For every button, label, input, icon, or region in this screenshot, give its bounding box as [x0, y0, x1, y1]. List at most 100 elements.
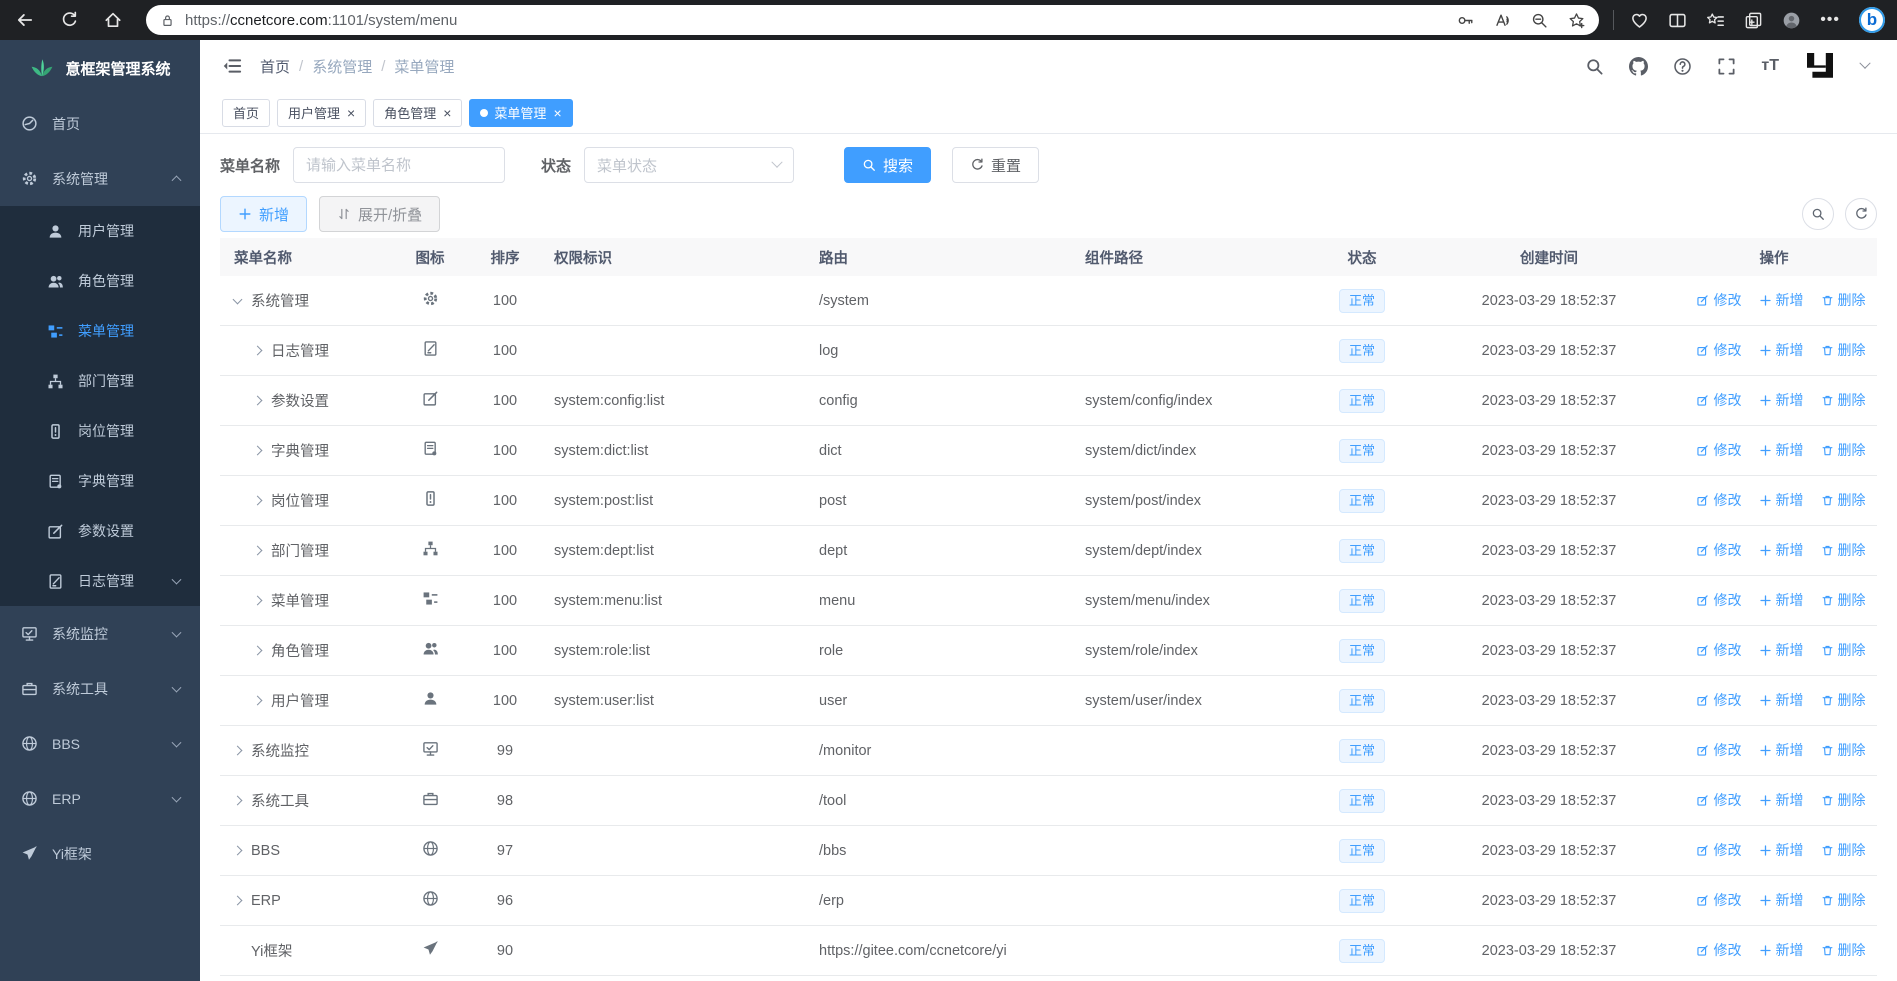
browser-home-icon[interactable] [102, 9, 124, 31]
user-avatar[interactable] [1804, 50, 1836, 82]
bing-chat-icon[interactable]: b [1859, 7, 1885, 33]
delete-row-button[interactable]: 删除 [1821, 340, 1866, 360]
add-row-button[interactable]: 新增 [1759, 940, 1804, 960]
add-row-button[interactable]: 新增 [1759, 390, 1804, 410]
fullscreen-icon[interactable] [1717, 57, 1736, 76]
expand-chevron-icon[interactable] [252, 445, 263, 456]
collections-icon[interactable] [1744, 11, 1763, 30]
delete-row-button[interactable]: 删除 [1821, 440, 1866, 460]
github-icon[interactable] [1629, 57, 1648, 76]
close-tab-icon[interactable]: × [347, 104, 356, 121]
zoom-out-icon[interactable] [1531, 12, 1548, 29]
expand-chevron-icon[interactable] [252, 545, 263, 556]
delete-row-button[interactable]: 删除 [1821, 390, 1866, 410]
add-row-button[interactable]: 新增 [1759, 540, 1804, 560]
edit-row-button[interactable]: 修改 [1696, 690, 1741, 710]
sidebar-item-yi[interactable]: Yi框架 [0, 826, 200, 881]
edit-row-button[interactable]: 修改 [1696, 890, 1741, 910]
add-row-button[interactable]: 新增 [1759, 790, 1804, 810]
close-tab-icon[interactable]: × [553, 104, 562, 121]
expand-chevron-icon[interactable] [232, 795, 243, 806]
address-bar[interactable]: https://ccnetcore.com:1101/system/menu [146, 5, 1600, 35]
tab-role[interactable]: 角色管理 × [373, 98, 463, 127]
delete-row-button[interactable]: 删除 [1821, 290, 1866, 310]
add-row-button[interactable]: 新增 [1759, 640, 1804, 660]
avatar-dropdown-icon[interactable] [1859, 57, 1871, 69]
edit-row-button[interactable]: 修改 [1696, 440, 1741, 460]
split-screen-icon[interactable] [1668, 11, 1687, 30]
expand-chevron-icon[interactable] [252, 345, 263, 356]
sidebar-item-role[interactable]: 角色管理 [0, 256, 200, 306]
add-row-button[interactable]: 新增 [1759, 490, 1804, 510]
font-size-icon[interactable]: тT [1761, 57, 1779, 74]
sidebar-item-monitor[interactable]: 系统监控 [0, 606, 200, 661]
sidebar-item-tool[interactable]: 系统工具 [0, 661, 200, 716]
delete-row-button[interactable]: 删除 [1821, 790, 1866, 810]
sidebar-item-post[interactable]: 岗位管理 [0, 406, 200, 456]
add-row-button[interactable]: 新增 [1759, 590, 1804, 610]
reset-button[interactable]: 重置 [952, 147, 1040, 183]
help-icon[interactable] [1673, 57, 1692, 76]
add-favorite-icon[interactable] [1568, 12, 1585, 29]
expand-chevron-icon[interactable] [232, 895, 243, 906]
show-search-button[interactable] [1802, 198, 1834, 230]
add-button[interactable]: 新增 [220, 196, 308, 232]
edit-row-button[interactable]: 修改 [1696, 490, 1741, 510]
expand-chevron-icon[interactable] [252, 695, 263, 706]
add-row-button[interactable]: 新增 [1759, 690, 1804, 710]
add-row-button[interactable]: 新增 [1759, 840, 1804, 860]
sidebar-item-dept[interactable]: 部门管理 [0, 356, 200, 406]
edit-row-button[interactable]: 修改 [1696, 840, 1741, 860]
read-aloud-icon[interactable] [1494, 12, 1511, 29]
delete-row-button[interactable]: 删除 [1821, 490, 1866, 510]
sidebar-item-user[interactable]: 用户管理 [0, 206, 200, 256]
tab-menu[interactable]: 菜单管理 × [469, 98, 573, 127]
edit-row-button[interactable]: 修改 [1696, 340, 1741, 360]
browser-more-icon[interactable]: ••• [1820, 11, 1840, 28]
sidebar-item-dict[interactable]: 字典管理 [0, 456, 200, 506]
close-tab-icon[interactable]: × [443, 104, 452, 121]
breadcrumb-home[interactable]: 首页 [260, 58, 291, 76]
edit-row-button[interactable]: 修改 [1696, 640, 1741, 660]
sidebar-item-config[interactable]: 参数设置 [0, 506, 200, 556]
status-select[interactable]: 菜单状态 [584, 147, 795, 183]
expand-chevron-icon[interactable] [252, 595, 263, 606]
edit-row-button[interactable]: 修改 [1696, 940, 1741, 960]
expand-chevron-icon[interactable] [252, 495, 263, 506]
browser-back-icon[interactable] [14, 9, 36, 31]
browser-profile-icon[interactable] [1782, 11, 1801, 30]
add-row-button[interactable]: 新增 [1759, 890, 1804, 910]
expand-chevron-icon[interactable] [252, 645, 263, 656]
sidebar-item-home[interactable]: 首页 [0, 96, 200, 151]
expand-collapse-button[interactable]: 展开/折叠 [319, 196, 441, 232]
add-row-button[interactable]: 新增 [1759, 290, 1804, 310]
delete-row-button[interactable]: 删除 [1821, 740, 1866, 760]
edit-row-button[interactable]: 修改 [1696, 740, 1741, 760]
refresh-table-button[interactable] [1845, 198, 1877, 230]
sidebar-item-bbs[interactable]: BBS [0, 716, 200, 771]
add-row-button[interactable]: 新增 [1759, 440, 1804, 460]
edit-row-button[interactable]: 修改 [1696, 290, 1741, 310]
password-key-icon[interactable] [1457, 12, 1474, 29]
expand-chevron-icon[interactable] [232, 845, 243, 856]
delete-row-button[interactable]: 删除 [1821, 840, 1866, 860]
sidebar-item-erp[interactable]: ERP [0, 771, 200, 826]
tab-user[interactable]: 用户管理 × [277, 98, 367, 127]
sidebar-item-menu[interactable]: 菜单管理 [0, 306, 200, 356]
delete-row-button[interactable]: 删除 [1821, 590, 1866, 610]
add-row-button[interactable]: 新增 [1759, 340, 1804, 360]
expand-chevron-icon[interactable] [232, 745, 243, 756]
expand-chevron-icon[interactable] [232, 294, 243, 304]
expand-chevron-icon[interactable] [252, 395, 263, 406]
sidebar-item-system[interactable]: 系统管理 [0, 151, 200, 206]
delete-row-button[interactable]: 删除 [1821, 940, 1866, 960]
breadcrumb-system[interactable]: 系统管理 [312, 58, 373, 76]
add-row-button[interactable]: 新增 [1759, 740, 1804, 760]
edit-row-button[interactable]: 修改 [1696, 590, 1741, 610]
delete-row-button[interactable]: 删除 [1821, 690, 1866, 710]
search-button[interactable]: 搜索 [844, 147, 932, 183]
sidebar-fold-icon[interactable] [222, 56, 242, 76]
edit-row-button[interactable]: 修改 [1696, 390, 1741, 410]
edit-row-button[interactable]: 修改 [1696, 540, 1741, 560]
delete-row-button[interactable]: 删除 [1821, 890, 1866, 910]
